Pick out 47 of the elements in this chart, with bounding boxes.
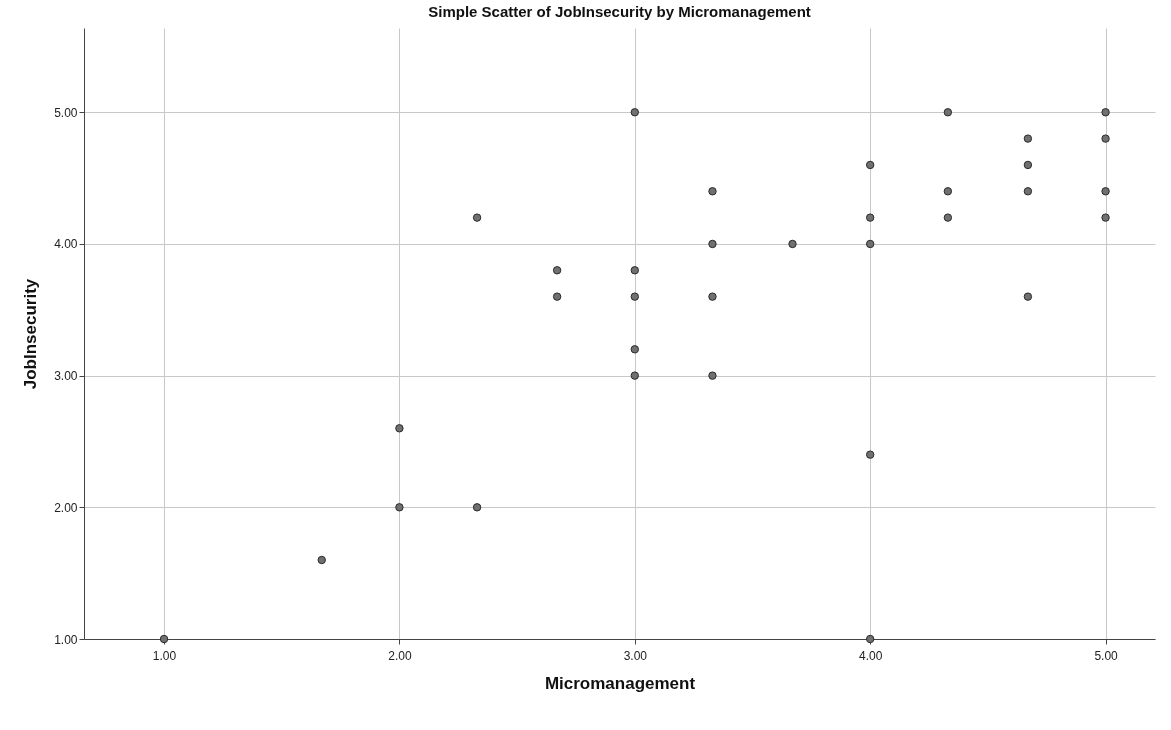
point — [472, 503, 482, 512]
point — [708, 371, 717, 380]
point — [1023, 292, 1033, 301]
point — [317, 555, 326, 565]
point — [472, 213, 482, 222]
point — [708, 292, 717, 301]
point — [865, 239, 875, 249]
y-tick-label: 3.00 — [54, 369, 78, 384]
point — [1101, 187, 1110, 196]
x-tick-label: 1.00 — [152, 648, 177, 663]
point — [708, 187, 717, 196]
point — [630, 371, 640, 380]
point — [708, 239, 717, 249]
point — [865, 450, 875, 459]
x-tick-label: 4.00 — [859, 648, 883, 663]
x-tick-label: 3.00 — [623, 648, 648, 663]
point — [1023, 187, 1033, 196]
point — [552, 292, 562, 301]
point — [865, 634, 875, 644]
point — [159, 634, 169, 644]
point — [630, 345, 640, 354]
x-tick-label: 5.00 — [1094, 648, 1119, 663]
x-tick-label: 2.00 — [388, 648, 412, 663]
x-axis-title: Micromanagement — [544, 673, 696, 693]
point — [630, 292, 640, 301]
point — [1023, 160, 1033, 170]
point — [865, 213, 875, 222]
point — [865, 160, 875, 170]
point — [943, 213, 953, 222]
point — [1023, 134, 1033, 143]
point — [630, 266, 640, 275]
y-axis-title: JobInsecurity — [21, 278, 41, 390]
point — [943, 187, 953, 196]
point — [943, 108, 953, 117]
point — [630, 108, 640, 117]
y-tick-label: 4.00 — [54, 237, 78, 252]
point — [1101, 108, 1110, 117]
point — [1101, 134, 1110, 143]
point — [395, 503, 404, 512]
y-tick-label: 5.00 — [54, 105, 78, 120]
point — [788, 239, 797, 249]
point — [395, 424, 404, 433]
point — [1101, 213, 1110, 222]
y-tick-label: 1.00 — [54, 632, 78, 647]
chart-title: Simple Scatter of JobInsecurity by Micromanagement — [428, 3, 811, 20]
y-tick-label: 2.00 — [54, 500, 78, 515]
point — [552, 266, 562, 275]
